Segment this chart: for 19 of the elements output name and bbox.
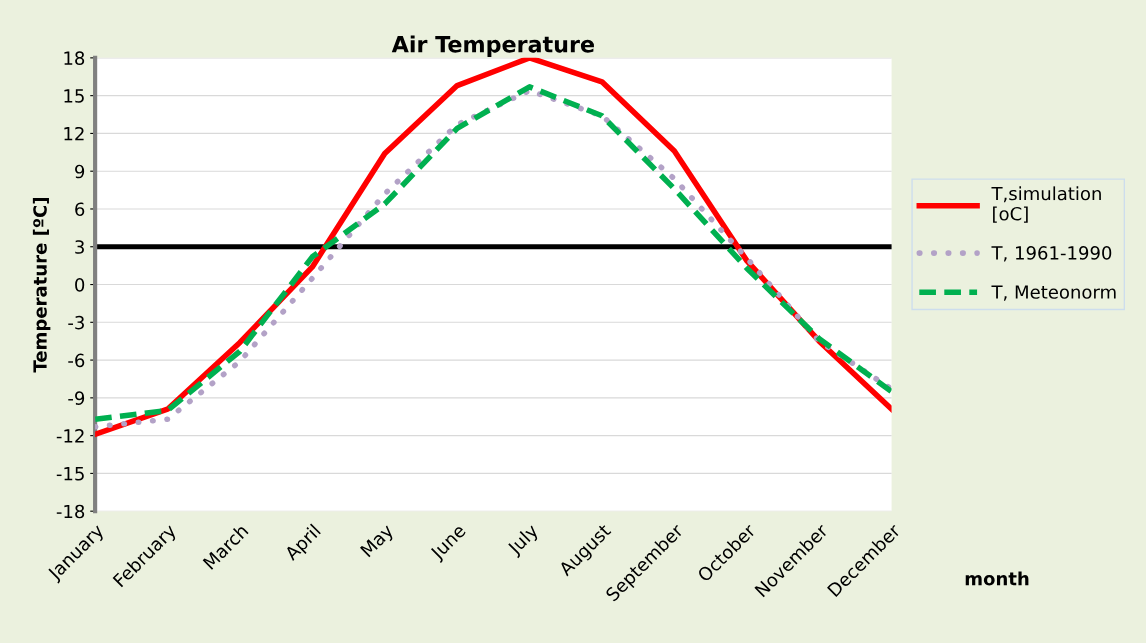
y-tick-label: 6 — [75, 202, 85, 217]
y-tick-label: 18 — [64, 51, 85, 65]
y-tick-label: 15 — [64, 89, 84, 103]
y-tick-label: -12 — [56, 429, 84, 443]
legend-label: T, Meteonorm — [991, 285, 1116, 301]
legend-label: T, 1961-1990 — [991, 246, 1112, 262]
y-tick-label: 0 — [75, 277, 85, 292]
y-tick-label: 12 — [64, 126, 84, 141]
y-tick-label: -3 — [68, 315, 84, 330]
legend-label: T,simulation [oC] — [991, 186, 1101, 223]
y-tick-label: -9 — [68, 391, 85, 405]
chart-title: Air Temperature — [391, 35, 594, 57]
y-axis-title: Temperature [ºC] — [32, 198, 51, 373]
y-tick-label: -6 — [68, 353, 85, 368]
x-axis-title: month — [965, 571, 1029, 586]
y-tick-label: 3 — [75, 240, 84, 254]
y-tick-label: -15 — [56, 467, 84, 481]
y-tick-label: 9 — [75, 164, 85, 179]
y-tick-label: -18 — [56, 504, 85, 519]
